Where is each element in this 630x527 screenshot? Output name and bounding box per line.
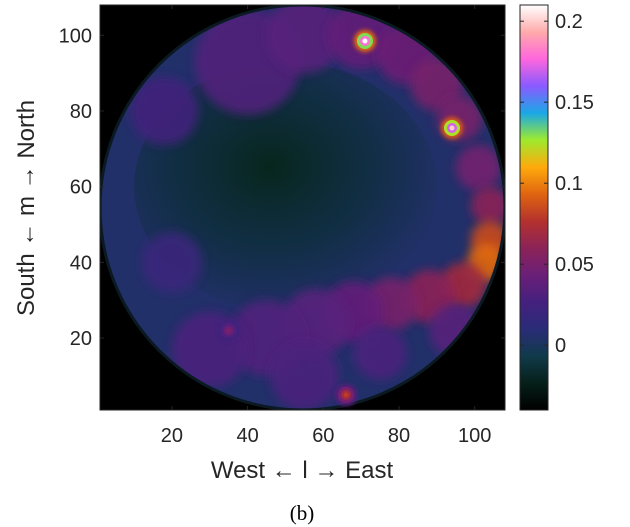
x-axis-label: West ← l → East <box>211 457 394 484</box>
heatmap-plot-area <box>100 5 505 410</box>
emission-region <box>455 145 502 191</box>
point-sources <box>217 29 464 406</box>
x-tick-label: 80 <box>388 425 410 447</box>
y-axis-ticks: 20 40 60 80 100 <box>59 25 505 350</box>
colorbar-tick-label: 0.15 <box>555 92 594 114</box>
plot-frame <box>99 4 506 411</box>
colorbar-tick-label: 0 <box>555 335 566 357</box>
emission-region <box>270 341 339 410</box>
x-tick-label: 100 <box>458 425 491 447</box>
dark-core-region <box>134 61 437 312</box>
colorbar-tick-label: 0.1 <box>555 173 583 195</box>
point-source-core <box>362 38 368 44</box>
colorbar-tick-label: 0.2 <box>555 11 583 33</box>
figure-caption: (b) <box>290 501 315 525</box>
point-source-core <box>343 392 349 398</box>
emission-region <box>410 57 464 111</box>
point-source-core <box>226 328 232 334</box>
emission-region <box>266 5 343 74</box>
y-tick-label: 80 <box>70 101 92 123</box>
emission-region <box>141 232 203 293</box>
colorbar-ticks: 0 0.05 0.1 0.15 0.2 <box>520 11 594 357</box>
colorbar-tick-label: 0.05 <box>555 254 594 276</box>
y-tick-label: 60 <box>70 177 92 199</box>
emission-region <box>470 186 505 225</box>
emission-region <box>353 326 407 380</box>
x-tick-label: 60 <box>312 425 334 447</box>
point-source-core <box>449 125 455 131</box>
y-axis-label: South ← m → North <box>13 100 40 316</box>
y-tick-label: 100 <box>59 25 92 47</box>
x-axis-ticks: 20 40 60 80 100 <box>161 5 491 447</box>
y-tick-label: 20 <box>70 328 92 350</box>
colorbar <box>519 4 549 411</box>
y-tick-label: 40 <box>70 252 92 274</box>
x-tick-label: 40 <box>236 425 258 447</box>
emission-region <box>130 76 199 146</box>
x-tick-label: 20 <box>161 425 183 447</box>
